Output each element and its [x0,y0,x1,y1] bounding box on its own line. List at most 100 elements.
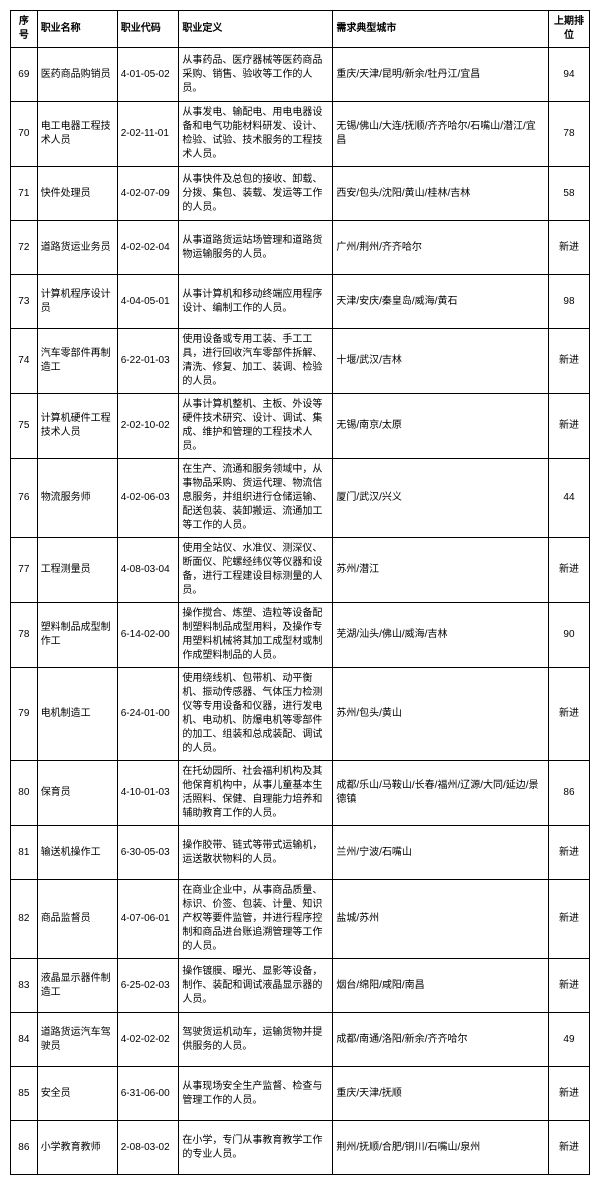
cell-name: 道路货运汽车驾驶员 [37,1013,117,1067]
cell-rank: 44 [548,459,589,538]
cell-rank: 90 [548,603,589,668]
cell-rank: 新进 [548,668,589,761]
cell-code: 4-10-01-03 [117,761,179,826]
table-row: 82商品监督员4-07-06-01在商业企业中，从事商品质量、标识、价签、包装、… [11,880,590,959]
cell-code: 6-25-02-03 [117,959,179,1013]
col-header-rank: 上期排位 [548,11,589,48]
table-row: 85安全员6-31-06-00从事现场安全生产监督、检查与管理工作的人员。重庆/… [11,1067,590,1121]
cell-cities: 重庆/天津/昆明/新余/牡丹江/宜昌 [333,48,549,102]
table-row: 84道路货运汽车驾驶员4-02-02-02驾驶货运机动车，运输货物并提供服务的人… [11,1013,590,1067]
cell-cities: 芜湖/汕头/佛山/威海/吉林 [333,603,549,668]
cell-definition: 在托幼园所、社会福利机构及其他保育机构中，从事儿童基本生活照料、保健、自理能力培… [179,761,333,826]
cell-index: 73 [11,275,38,329]
cell-cities: 重庆/天津/抚顺 [333,1067,549,1121]
cell-cities: 无锡/佛山/大连/抚顺/齐齐哈尔/石嘴山/潜江/宜昌 [333,102,549,167]
cell-index: 72 [11,221,38,275]
cell-definition: 在生产、流通和服务领域中，从事物品采购、货运代理、物流信息服务，并组织进行仓储运… [179,459,333,538]
cell-index: 83 [11,959,38,1013]
cell-cities: 苏州/潜江 [333,538,549,603]
cell-cities: 天津/安庆/秦皇岛/威海/黄石 [333,275,549,329]
cell-code: 4-07-06-01 [117,880,179,959]
table-row: 81输送机操作工6-30-05-03操作胶带、链式等带式运输机，运送散状物料的人… [11,826,590,880]
cell-name: 输送机操作工 [37,826,117,880]
cell-cities: 无锡/南京/太原 [333,394,549,459]
table-row: 73计算机程序设计员4-04-05-01从事计算机和移动终端应用程序设计、编制工… [11,275,590,329]
table-row: 72道路货运业务员4-02-02-04从事道路货运站场管理和道路货物运输服务的人… [11,221,590,275]
cell-rank: 78 [548,102,589,167]
cell-name: 安全员 [37,1067,117,1121]
cell-code: 2-02-10-02 [117,394,179,459]
cell-rank: 新进 [548,538,589,603]
cell-code: 4-02-06-03 [117,459,179,538]
cell-definition: 从事道路货运站场管理和道路货物运输服务的人员。 [179,221,333,275]
cell-name: 小学教育教师 [37,1121,117,1175]
table-row: 75计算机硬件工程技术人员2-02-10-02从事计算机整机、主板、外设等硬件技… [11,394,590,459]
cell-cities: 苏州/包头/黄山 [333,668,549,761]
table-row: 80保育员4-10-01-03在托幼园所、社会福利机构及其他保育机构中，从事儿童… [11,761,590,826]
cell-code: 6-24-01-00 [117,668,179,761]
table-row: 74汽车零部件再制造工6-22-01-03使用设备或专用工装、手工工具，进行回收… [11,329,590,394]
cell-code: 4-02-07-09 [117,167,179,221]
cell-definition: 从事发电、输配电、用电电器设备和电气功能材料研发、设计、检验、试验、技术服务的工… [179,102,333,167]
cell-definition: 从事计算机和移动终端应用程序设计、编制工作的人员。 [179,275,333,329]
cell-definition: 驾驶货运机动车，运输货物并提供服务的人员。 [179,1013,333,1067]
cell-cities: 十堰/武汉/吉林 [333,329,549,394]
table-body: 69医药商品购销员4-01-05-02从事药品、医疗器械等医药商品采购、销售、验… [11,48,590,1175]
cell-definition: 从事快件及总包的接收、卸载、分拨、集包、装载、发运等工作的人员。 [179,167,333,221]
cell-cities: 成都/南通/洛阳/新余/齐齐哈尔 [333,1013,549,1067]
table-row: 69医药商品购销员4-01-05-02从事药品、医疗器械等医药商品采购、销售、验… [11,48,590,102]
cell-code: 6-31-06-00 [117,1067,179,1121]
cell-definition: 在商业企业中，从事商品质量、标识、价签、包装、计量、知识产权等要件监管，并进行程… [179,880,333,959]
cell-definition: 在小学，专门从事教育教学工作的专业人员。 [179,1121,333,1175]
cell-cities: 西安/包头/沈阳/黄山/桂林/吉林 [333,167,549,221]
cell-definition: 使用绕线机、包带机、动平衡机、振动传感器、气体压力检测仪等专用设备和仪器，进行发… [179,668,333,761]
cell-name: 快件处理员 [37,167,117,221]
cell-definition: 从事药品、医疗器械等医药商品采购、销售、验收等工作的人员。 [179,48,333,102]
cell-definition: 从事现场安全生产监督、检查与管理工作的人员。 [179,1067,333,1121]
cell-index: 71 [11,167,38,221]
cell-code: 4-02-02-04 [117,221,179,275]
cell-index: 74 [11,329,38,394]
cell-code: 6-14-02-00 [117,603,179,668]
cell-name: 汽车零部件再制造工 [37,329,117,394]
cell-rank: 86 [548,761,589,826]
cell-index: 69 [11,48,38,102]
cell-cities: 盐城/苏州 [333,880,549,959]
cell-code: 6-22-01-03 [117,329,179,394]
cell-name: 电机制造工 [37,668,117,761]
cell-cities: 荆州/抚顺/合肥/铜川/石嘴山/泉州 [333,1121,549,1175]
col-header-index: 序号 [11,11,38,48]
cell-cities: 兰州/宁波/石嘴山 [333,826,549,880]
cell-index: 78 [11,603,38,668]
cell-rank: 新进 [548,221,589,275]
col-header-code: 职业代码 [117,11,179,48]
cell-name: 计算机程序设计员 [37,275,117,329]
cell-index: 81 [11,826,38,880]
cell-cities: 厦门/武汉/兴义 [333,459,549,538]
col-header-definition: 职业定义 [179,11,333,48]
cell-name: 商品监督员 [37,880,117,959]
cell-name: 道路货运业务员 [37,221,117,275]
cell-definition: 使用设备或专用工装、手工工具，进行回收汽车零部件拆解、清洗、修复、加工、装调、检… [179,329,333,394]
table-row: 71快件处理员4-02-07-09从事快件及总包的接收、卸载、分拨、集包、装载、… [11,167,590,221]
col-header-cities: 需求典型城市 [333,11,549,48]
cell-code: 4-08-03-04 [117,538,179,603]
cell-cities: 成都/乐山/马鞍山/长春/福州/辽源/大同/延边/景德镇 [333,761,549,826]
cell-index: 75 [11,394,38,459]
table-row: 70电工电器工程技术人员2-02-11-01从事发电、输配电、用电电器设备和电气… [11,102,590,167]
cell-name: 物流服务师 [37,459,117,538]
cell-rank: 新进 [548,1067,589,1121]
cell-code: 4-04-05-01 [117,275,179,329]
cell-definition: 操作胶带、链式等带式运输机，运送散状物料的人员。 [179,826,333,880]
cell-code: 6-30-05-03 [117,826,179,880]
cell-name: 液晶显示器件制造工 [37,959,117,1013]
cell-index: 82 [11,880,38,959]
table-row: 79电机制造工6-24-01-00使用绕线机、包带机、动平衡机、振动传感器、气体… [11,668,590,761]
table-row: 78塑料制品成型制作工6-14-02-00操作搅合、炼塑、造粒等设备配制塑料制品… [11,603,590,668]
cell-name: 塑料制品成型制作工 [37,603,117,668]
cell-index: 79 [11,668,38,761]
cell-index: 80 [11,761,38,826]
cell-name: 保育员 [37,761,117,826]
cell-definition: 从事计算机整机、主板、外设等硬件技术研究、设计、调试、集成、维护和管理的工程技术… [179,394,333,459]
cell-index: 77 [11,538,38,603]
